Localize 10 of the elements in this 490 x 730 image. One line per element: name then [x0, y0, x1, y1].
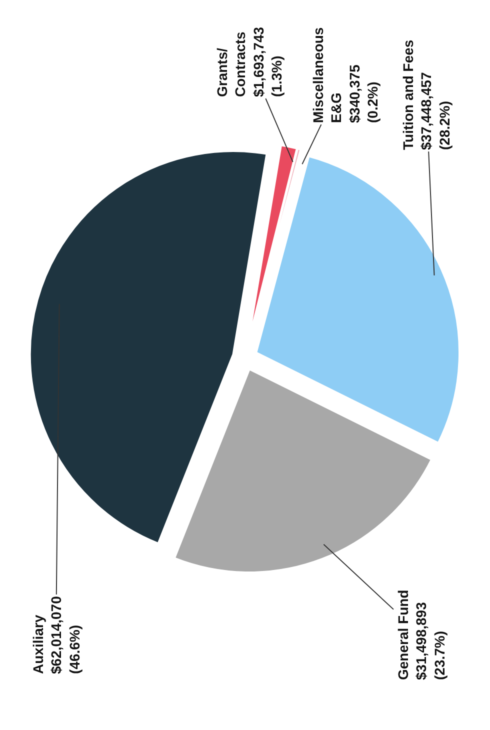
slice-label: Tuition and Fees — [400, 40, 416, 150]
data-label: $37,448,457 (28.2%) — [418, 72, 452, 150]
slice-label: Miscellaneous E&G — [310, 27, 344, 123]
slice-label: Grants/ Contracts — [214, 31, 248, 97]
slice-label: Auxiliary — [30, 614, 46, 674]
data-label: $31,498,893 (23.7%) — [413, 602, 448, 680]
slice-label: General Fund — [395, 590, 411, 680]
data-label: $62,014,070 (46.6%) — [48, 596, 82, 674]
data-label: $1,693,743 (1.3%) — [250, 26, 285, 97]
data-label: $340,375 (0.2%) — [346, 64, 381, 123]
